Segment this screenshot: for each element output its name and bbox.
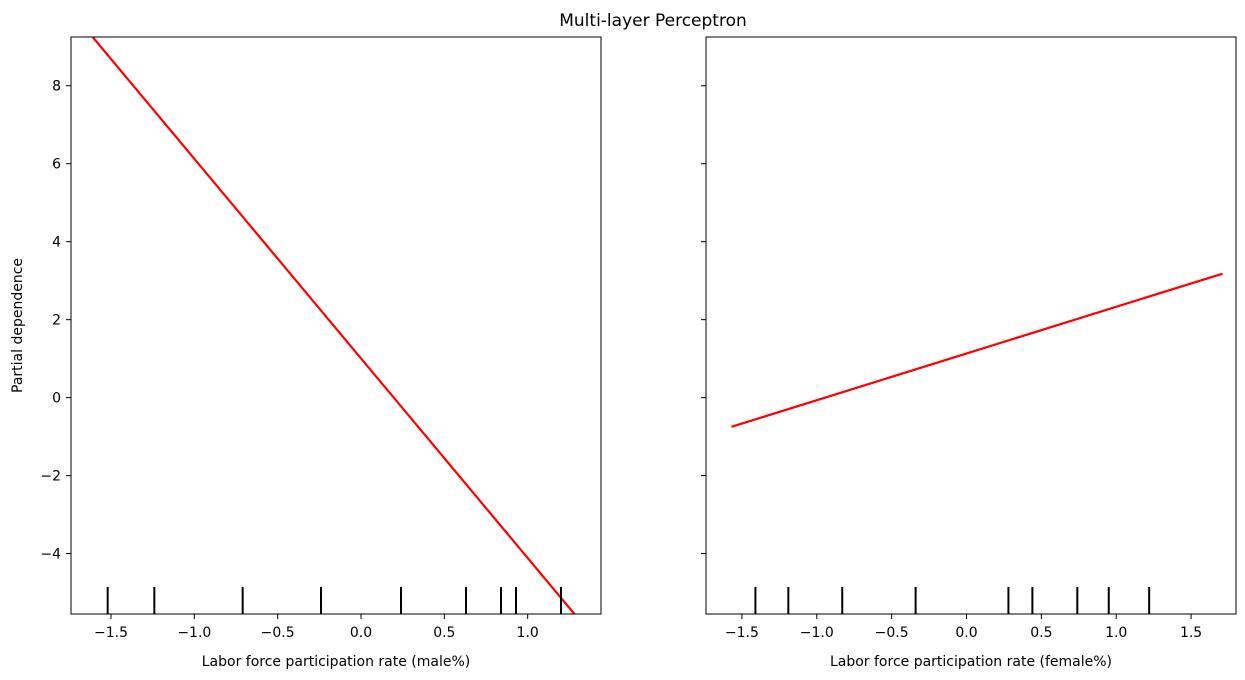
y-axis-label: Partial dependence bbox=[10, 258, 26, 393]
y-tick-label: −4 bbox=[40, 547, 61, 563]
subplot-1: −1.5 −1.0 −0.5 0.0 0.5 1.0 −4 −2 0 2 4 6 8 Labor forc… bbox=[10, 36, 602, 670]
subplot-2: −1.5 −1.0 −0.5 0.0 0.5 1.0 1.5 Labor force part… bbox=[701, 36, 1237, 670]
x-tick-label: −0.5 bbox=[875, 625, 909, 641]
axes-frame bbox=[705, 36, 1237, 615]
x-tick-label: 0.5 bbox=[433, 625, 455, 641]
x-tick-label: −1.5 bbox=[94, 625, 128, 641]
y-tick-label: 4 bbox=[52, 235, 61, 251]
y-tick-label: 6 bbox=[52, 157, 61, 173]
panels: −1.5 −1.0 −0.5 0.0 0.5 1.0 −4 −2 0 2 4 6 8 Labor forc… bbox=[10, 36, 1237, 670]
x-tick-label: −1.0 bbox=[177, 625, 211, 641]
x-axis-label: Labor force participation rate (female%) bbox=[830, 654, 1112, 670]
x-tick-label: 0.5 bbox=[1030, 625, 1052, 641]
axes-frame bbox=[70, 36, 602, 615]
y-tick-label: −2 bbox=[40, 469, 61, 485]
x-tick-label: −0.5 bbox=[261, 625, 295, 641]
y-tick-label: 2 bbox=[52, 313, 61, 329]
x-tick-label: 1.5 bbox=[1180, 625, 1202, 641]
x-tick-label: 0.0 bbox=[955, 625, 977, 641]
x-tick-label: −1.0 bbox=[800, 625, 834, 641]
figure-title: Multi-layer Perceptron bbox=[559, 11, 747, 31]
x-tick-label: 1.0 bbox=[1105, 625, 1127, 641]
x-tick-label: −1.5 bbox=[725, 625, 759, 641]
x-axis-label: Labor force participation rate (male%) bbox=[202, 654, 471, 670]
x-tick-label: 0.0 bbox=[350, 625, 372, 641]
partial-dependence-line bbox=[731, 272, 1223, 428]
partial-dependence-line bbox=[91, 37, 576, 614]
y-tick-label: 0 bbox=[52, 391, 61, 407]
x-tick-label: 1.0 bbox=[517, 625, 539, 641]
y-tick-label: 8 bbox=[52, 79, 61, 95]
